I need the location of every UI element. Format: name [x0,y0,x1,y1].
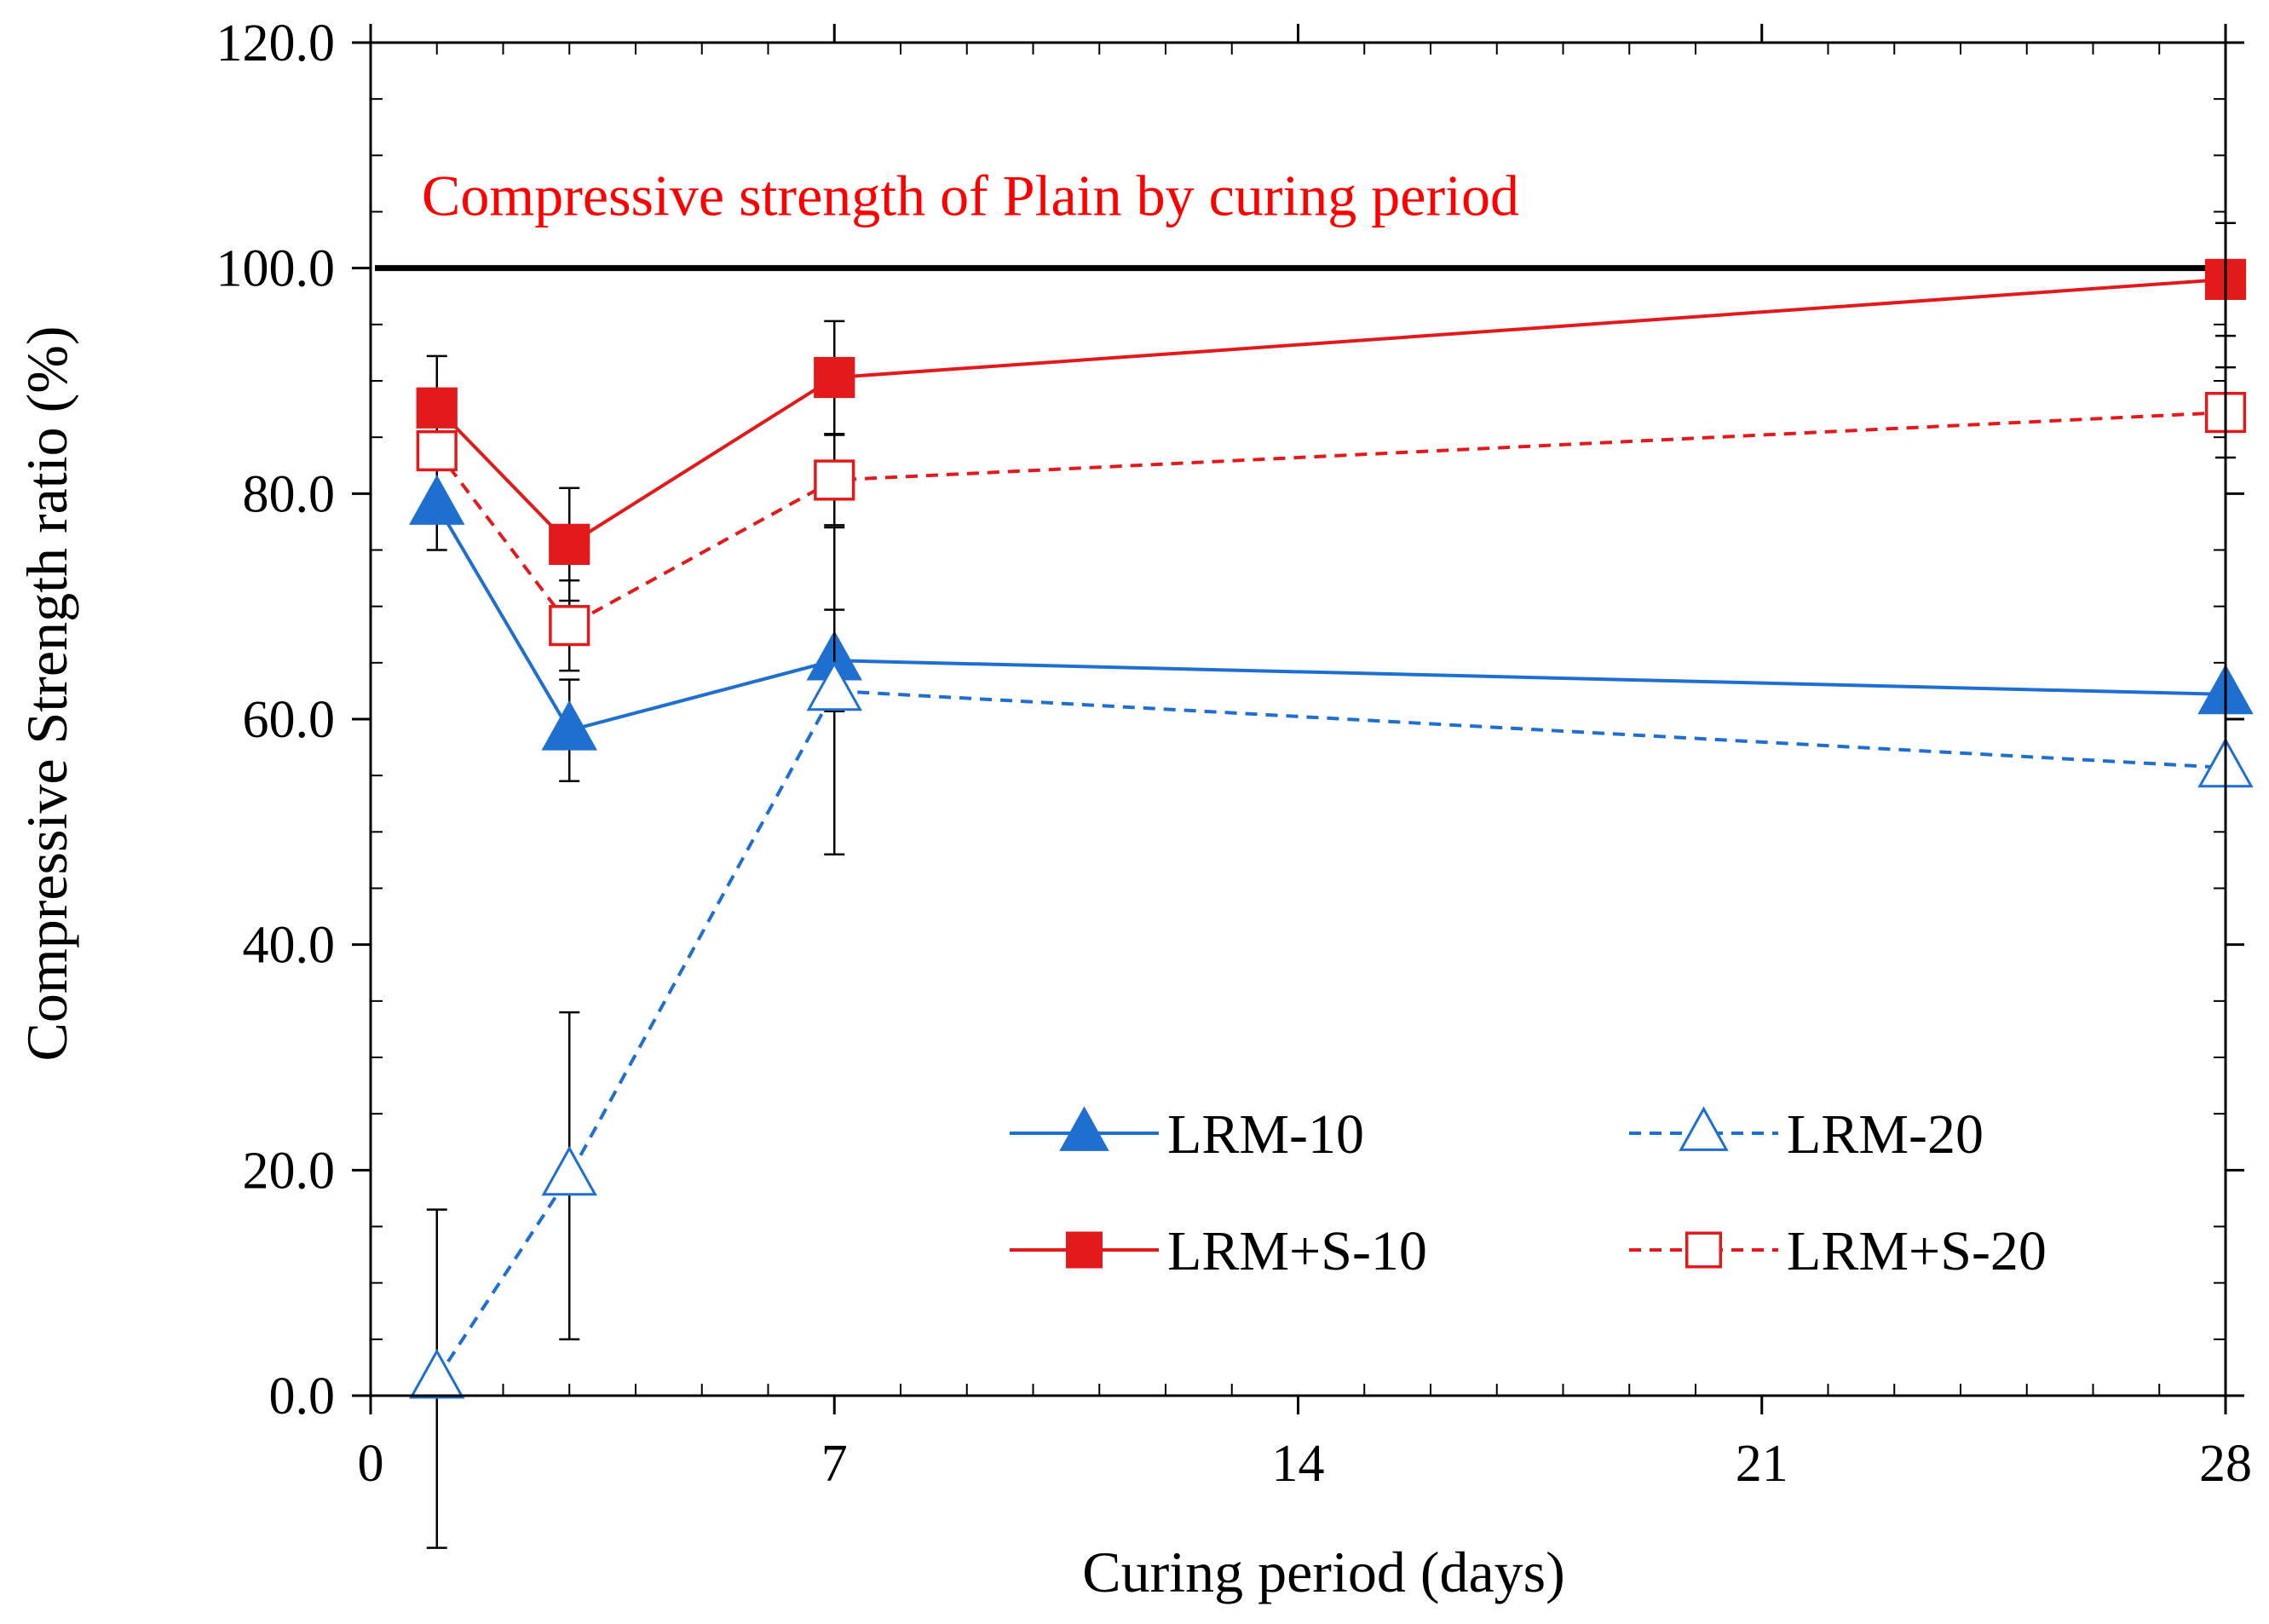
x-tick-label: 28 [2199,1435,2252,1493]
reference-line-group: Compressive strength of Plain by curing … [375,164,2221,272]
series-line [435,411,2226,628]
series-lrm-s-20 [416,366,2247,672]
legend-item: LRM+S-20 [1629,1220,2047,1282]
y-tick-label: 40.0 [243,917,336,975]
data-point [549,605,590,647]
plot-area-frame [369,41,2227,1397]
data-point [814,459,855,501]
x-tick-label: 0 [358,1435,384,1493]
y-tick-label: 20.0 [243,1142,336,1200]
data-point [806,660,862,711]
legend-item: LRM-20 [1629,1103,1984,1166]
series-line [435,277,2226,547]
x-axis-ticks: 0 7 14 21 28 [358,24,2252,1493]
legend-marker [1684,1231,1723,1269]
legend: LRM-10 LRM-20 LRM+S-10 LRM+S-20 [1010,1103,2047,1282]
series-lrm-s-10 [416,222,2247,602]
data-point [409,1348,465,1399]
data-point [541,700,597,751]
legend-marker [1065,1231,1103,1269]
y-tick-label: 80.0 [243,465,336,523]
x-tick-label: 14 [1272,1435,1325,1493]
legend-marker [1679,1106,1729,1151]
x-axis-title: Curing period (days) [1082,1540,1565,1604]
legend-item: LRM+S-10 [1010,1220,1427,1282]
data-point [416,387,458,429]
series-layer [409,222,2254,1549]
series-line [435,688,2226,1380]
y-tick-label: 120.0 [216,14,336,72]
data-point [541,1145,597,1196]
legend-label: LRM-10 [1167,1103,1364,1166]
y-tick-label: 60.0 [243,691,336,749]
legend-marker [1059,1106,1109,1151]
legend-item: LRM-10 [1010,1103,1364,1166]
reference-line-label: Compressive strength of Plain by curing … [422,164,1519,228]
legend-label: LRM+S-10 [1167,1220,1427,1282]
data-point [549,523,590,565]
y-tick-label: 100.0 [216,240,336,298]
data-point [814,356,855,399]
x-tick-label: 21 [1736,1435,1788,1493]
y-tick-label: 0.0 [269,1368,336,1425]
data-point [409,475,465,525]
legend-label: LRM-20 [1787,1103,1984,1166]
series-line [435,504,2226,733]
x-tick-label: 7 [821,1435,848,1493]
y-axis-ticks: 0.0 20.0 40.0 60.0 80.0 100.0 120.0 [216,14,2244,1425]
series-lrm-10 [409,458,2254,783]
y-axis-title: Compressive Strength ratio (%) [14,325,79,1061]
legend-label: LRM+S-20 [1787,1220,2047,1282]
data-point [416,429,458,472]
